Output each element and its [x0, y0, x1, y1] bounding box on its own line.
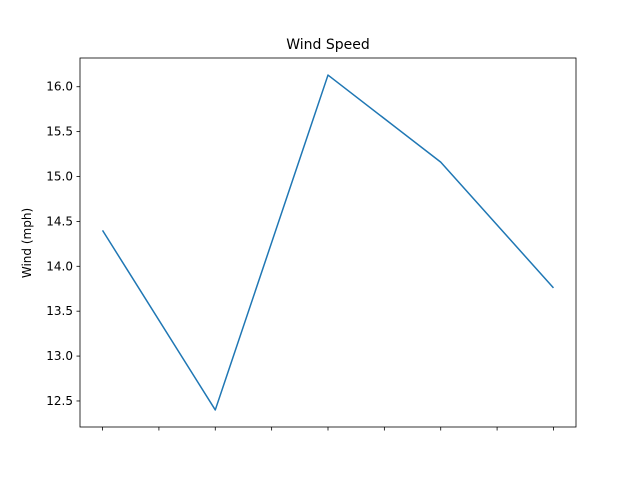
y-tick-label: 14.5	[46, 214, 73, 228]
plot-area-frame	[79, 57, 577, 428]
y-tick-label: 12.5	[46, 394, 73, 408]
y-tick-label: 16.0	[46, 80, 73, 94]
y-tick-label: 15.5	[46, 125, 73, 139]
y-tick-label: 13.5	[46, 304, 73, 318]
y-axis-ticks: 12.5 13.0 13.5 14.0 14.5 15.0 15.5 16.0	[46, 80, 80, 408]
y-tick-label: 13.0	[46, 349, 73, 363]
series-layer	[101, 74, 555, 411]
x-axis-ticks	[102, 427, 554, 431]
y-tick-label: 14.0	[46, 259, 73, 273]
y-axis-label: Wind (mph)	[20, 208, 34, 278]
chart-title: Wind Speed	[286, 37, 370, 53]
y-tick-label: 15.0	[46, 170, 73, 184]
series-line	[101, 74, 555, 411]
